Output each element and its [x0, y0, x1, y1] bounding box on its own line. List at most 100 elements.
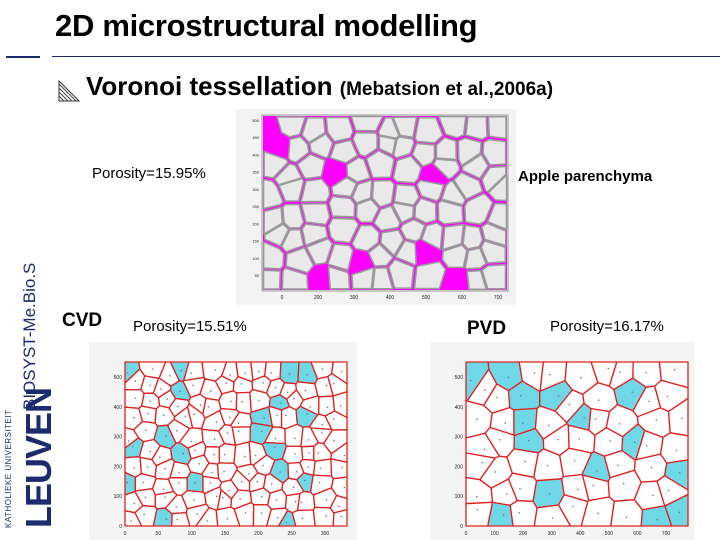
cell-seed-point	[476, 508, 479, 511]
cell-seed-point	[164, 467, 166, 470]
x-tick-label: 200	[314, 295, 323, 301]
cell-seed-point	[309, 406, 311, 408]
cell-seed-point	[223, 453, 226, 456]
cell-seed-point	[240, 383, 243, 385]
y-tick-label: 50	[255, 273, 260, 278]
plant-cell	[328, 195, 356, 218]
x-tick-label: 0	[124, 531, 127, 537]
cell-seed-point	[225, 382, 227, 384]
cell-seed-point	[199, 404, 202, 407]
cvd-y-axis: 500 400 300 200 100 0	[114, 375, 123, 530]
cell-seed-point	[184, 415, 187, 418]
plant-cell	[441, 223, 465, 251]
y-tick-label: 400	[114, 405, 123, 411]
subtitle-citation: (Mebatsion et al.,2006a)	[339, 79, 554, 100]
cell-seed-point	[152, 368, 154, 370]
plant-cell	[262, 178, 284, 210]
cell-seed-point	[325, 384, 328, 387]
cell-seed-point	[164, 496, 166, 498]
cell-seed-point	[182, 452, 185, 455]
plant-cell	[392, 155, 422, 184]
voronoi-cell	[332, 391, 348, 419]
plant-cell	[437, 115, 467, 139]
cell-seed-point	[325, 514, 327, 517]
plant-cell	[352, 131, 378, 158]
plant-cell	[365, 149, 395, 179]
cell-seed-point	[319, 467, 322, 470]
cell-seed-point	[279, 471, 281, 473]
cell-seed-point	[326, 406, 329, 408]
x-tick-label: 700	[494, 295, 503, 301]
cell-seed-point	[213, 438, 216, 440]
cell-seed-point	[678, 511, 681, 514]
cell-seed-point	[254, 454, 257, 457]
plant-cell	[440, 180, 467, 206]
pore-cell	[279, 361, 300, 385]
y-tick-label: 200	[114, 464, 123, 470]
cell-seed-point	[133, 467, 136, 469]
logo-subtext: KATHOLIEKE UNIVERSITEIT	[4, 409, 13, 528]
plant-cell	[387, 258, 415, 289]
cell-seed-point	[280, 402, 282, 404]
cell-seed-point	[228, 416, 231, 419]
pvd-voronoi-plot: 500 400 300 200 100 0 0 100 200 300 400 500 600 700	[430, 342, 694, 540]
cell-seed-point	[149, 450, 152, 453]
plant-cell	[435, 136, 458, 161]
cell-seed-point	[343, 486, 346, 489]
voronoi-cell	[312, 506, 335, 527]
cell-seed-point	[607, 367, 610, 370]
plant-cell	[481, 165, 507, 193]
hatched-triangle-icon	[58, 80, 80, 102]
cell-seed-point	[294, 500, 297, 503]
plant-cell	[351, 267, 375, 290]
plant-cell	[441, 244, 468, 269]
cell-seed-point	[162, 414, 165, 416]
y-tick-label: 0	[460, 524, 463, 530]
cell-seed-point	[655, 419, 658, 421]
cell-seed-point	[666, 395, 669, 398]
cell-seed-point	[317, 452, 320, 454]
plant-cell	[380, 229, 405, 257]
cell-seed-point	[244, 372, 247, 374]
plant-cell	[466, 269, 487, 291]
cell-seed-point	[551, 517, 554, 519]
cell-seed-point	[594, 418, 597, 420]
cell-seed-point	[521, 422, 524, 424]
cell-seed-point	[145, 429, 147, 431]
cell-seed-point	[146, 466, 149, 468]
plant-cell	[392, 116, 418, 139]
cell-seed-point	[237, 422, 240, 424]
cell-seed-point	[557, 395, 560, 397]
cell-seed-point	[596, 470, 598, 472]
cell-seed-point	[573, 460, 576, 462]
x-tick-label: 200	[254, 531, 263, 537]
plant-cell	[327, 243, 354, 271]
x-tick-label: 400	[386, 295, 395, 301]
cell-seed-point	[318, 481, 321, 484]
cell-seed-point	[228, 489, 230, 492]
cell-seed-point	[207, 406, 210, 408]
y-tick-label: 200	[252, 221, 259, 226]
cell-seed-point	[133, 416, 135, 419]
plant-cell	[487, 115, 507, 140]
title-rule-left	[6, 56, 40, 58]
cell-seed-point	[134, 397, 137, 400]
cvd-label: CVD	[62, 310, 103, 331]
cell-seed-point	[169, 375, 171, 377]
y-tick-label: 450	[252, 135, 259, 140]
x-tick-label: 0	[281, 295, 284, 301]
cell-seed-point	[506, 493, 508, 495]
plant-cell	[464, 192, 494, 226]
cell-seed-point	[592, 484, 595, 487]
apple-caption: Apple parenchyma	[518, 168, 653, 185]
plant-cell	[391, 202, 415, 224]
plant-cell	[420, 222, 444, 251]
cell-seed-point	[230, 400, 232, 403]
cell-seed-point	[681, 417, 683, 420]
plant-cell	[480, 222, 507, 247]
cell-seed-point	[475, 495, 478, 498]
plant-cell	[351, 179, 373, 204]
plant-cell	[301, 116, 326, 144]
plant-cell	[301, 223, 329, 247]
cell-seed-point	[270, 483, 273, 485]
